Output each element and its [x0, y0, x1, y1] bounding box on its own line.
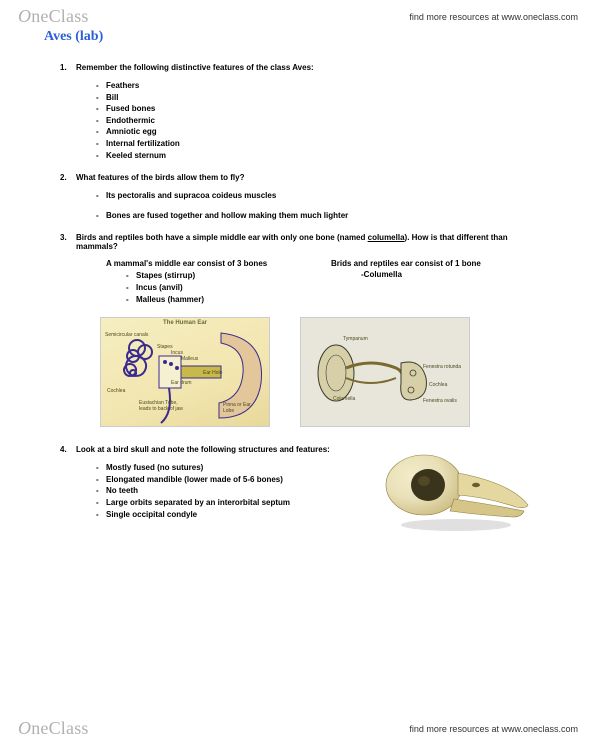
list-item: Large orbits separated by an interorbita… — [96, 497, 364, 509]
logo: OneClass — [18, 6, 89, 27]
label-malleus: Malleus — [181, 356, 198, 362]
list-item: No teeth — [96, 485, 364, 497]
footer-logo: OneClass — [18, 718, 89, 739]
footer: OneClass find more resources at www.onec… — [0, 712, 596, 745]
label-eustachian: Eustachian Tube, leads to back of jaw — [139, 400, 189, 412]
mammal-column: A mammal's middle ear consist of 3 bones… — [106, 259, 311, 305]
question-3: 3. Birds and reptiles both have a simple… — [60, 233, 536, 305]
label-semicircular: Semicircular canals — [105, 332, 148, 338]
comparison-row: A mammal's middle ear consist of 3 bones… — [76, 259, 536, 305]
list-item: Feathers — [96, 80, 536, 92]
q4-list: Mostly fused (no sutures) Elongated mand… — [76, 462, 364, 520]
footer-tagline: find more resources at www.oneclass.com — [409, 724, 578, 734]
label-cochlea: Cochlea — [107, 388, 125, 394]
label-tympanum: Tympanum — [343, 336, 368, 342]
human-ear-diagram: The Human Ear — [100, 317, 270, 427]
reptile-item: -Columella — [331, 270, 536, 279]
list-item: Keeled sternum — [96, 150, 536, 162]
reptile-ear-diagram: Tympanum Columella Cochlea Fenestra rotu… — [300, 317, 470, 427]
header-tagline: find more resources at www.oneclass.com — [409, 12, 578, 22]
list-item: Single occipital condyle — [96, 509, 364, 521]
list-item: Its pectoralis and supracoa coideus musc… — [96, 190, 536, 202]
question-4: 4. Look at a bird skull and note the fol… — [60, 445, 536, 539]
q4-text-block: Look at a bird skull and note the follow… — [76, 445, 364, 520]
q3-text: Birds and reptiles both have a simple mi… — [76, 233, 536, 251]
list-item: Internal fertilization — [96, 138, 536, 150]
bird-skull-svg — [376, 439, 536, 539]
label-fenestra-rotunda: Fenestra rotunda — [423, 364, 465, 370]
list-item: Elongated mandible (lower made of 5-6 bo… — [96, 474, 364, 486]
reptile-column: Brids and reptiles ear consist of 1 bone… — [331, 259, 536, 305]
q1-number: 1. — [60, 63, 76, 161]
q2-text: What features of the birds allow them to… — [76, 173, 536, 182]
page-subtitle: Aves (lab) — [0, 29, 596, 45]
question-2: 2. What features of the birds allow them… — [60, 173, 536, 221]
list-item: Mostly fused (no sutures) — [96, 462, 364, 474]
mammal-list: Stapes (stirrup) Incus (anvil) Malleus (… — [106, 270, 311, 305]
reptile-title: Brids and reptiles ear consist of 1 bone — [331, 259, 536, 268]
list-item: Bill — [96, 92, 536, 104]
q3-text-b: columella — [368, 233, 405, 242]
q4-text: Look at a bird skull and note the follow… — [76, 445, 364, 454]
list-item: Bones are fused together and hollow maki… — [96, 210, 536, 222]
q2-number: 2. — [60, 173, 76, 221]
content: 1. Remember the following distinctive fe… — [0, 45, 596, 539]
logo-text: neClass — [31, 6, 88, 26]
reptile-ear-svg — [301, 318, 470, 427]
human-ear-title: The Human Ear — [101, 320, 269, 326]
bird-skull-diagram — [376, 439, 536, 539]
q3-text-a: Birds and reptiles both have a simple mi… — [76, 233, 368, 242]
label-fenestra-ovalis: Fenestra ovalis — [423, 398, 465, 404]
list-item: Fused bones — [96, 103, 536, 115]
list-item: Malleus (hammer) — [126, 294, 311, 306]
q1-list: Feathers Bill Fused bones Endothermic Am… — [76, 80, 536, 161]
label-earhole: Ear Hole — [203, 370, 222, 376]
mammal-title: A mammal's middle ear consist of 3 bones — [106, 259, 311, 268]
q4-number: 4. — [60, 445, 76, 539]
label-cochlea-r: Cochlea — [429, 382, 447, 388]
list-item: Endothermic — [96, 115, 536, 127]
label-pinna: Pinna or Ear Lobe — [223, 402, 263, 414]
question-1: 1. Remember the following distinctive fe… — [60, 63, 536, 161]
q3-number: 3. — [60, 233, 76, 305]
q2-list: Its pectoralis and supracoa coideus musc… — [76, 190, 536, 221]
label-eardrum: Ear drum — [171, 380, 192, 386]
label-columella: Columella — [333, 396, 355, 402]
q1-text: Remember the following distinctive featu… — [76, 63, 536, 72]
list-item: Stapes (stirrup) — [126, 270, 311, 282]
list-item: Amniotic egg — [96, 126, 536, 138]
diagram-row: The Human Ear — [60, 317, 536, 427]
list-item: Incus (anvil) — [126, 282, 311, 294]
